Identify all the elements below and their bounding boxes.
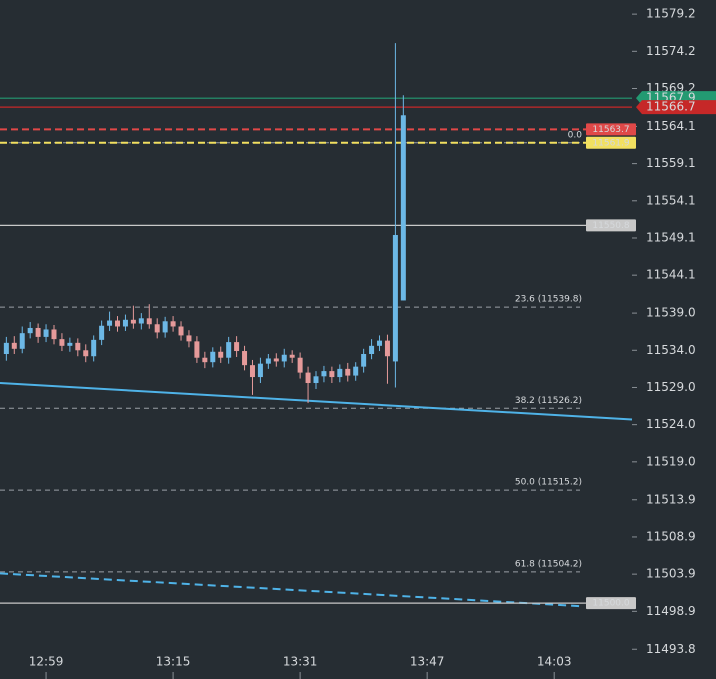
- candle-body: [400, 115, 406, 301]
- y-tick-label: 11564.1: [646, 119, 696, 133]
- y-tick-label: 11498.9: [646, 604, 696, 618]
- candle-body: [115, 320, 121, 327]
- y-tick-label: 11539.0: [646, 306, 696, 320]
- candle-body: [170, 321, 176, 327]
- candle-body: [43, 329, 49, 337]
- candle-body: [83, 350, 89, 357]
- candle-body: [226, 342, 232, 358]
- candle-body: [122, 319, 128, 327]
- x-tick-label: 12:59: [29, 655, 64, 669]
- candle-body: [130, 319, 136, 324]
- price-tag: [586, 597, 636, 610]
- price-tag-label: 11563.7: [592, 125, 629, 135]
- candle-body: [257, 363, 263, 378]
- y-tick-label: 11549.1: [646, 230, 696, 244]
- price-tag-label: 11566.7: [646, 100, 696, 114]
- candle-body: [392, 235, 398, 362]
- candle-body: [329, 371, 335, 378]
- candle-body: [67, 342, 73, 346]
- candle-body: [186, 335, 192, 342]
- y-tick-label: 11508.9: [646, 529, 696, 543]
- y-tick-label: 11513.9: [646, 492, 696, 506]
- trend-line: [0, 382, 633, 421]
- candle-body: [297, 357, 303, 373]
- candle-body: [361, 354, 367, 367]
- fib-label: 23.6 (11539.8): [515, 295, 582, 305]
- y-tick-label: 11519.0: [646, 454, 696, 468]
- y-tick-label: 11493.8: [646, 642, 696, 656]
- candle-body: [194, 341, 200, 358]
- candle-body: [202, 357, 208, 363]
- y-tick-label: 11559.1: [646, 156, 696, 170]
- candle-body: [337, 368, 343, 378]
- candle-body: [234, 342, 240, 352]
- price-tag-label: 11561.9: [592, 138, 629, 148]
- candle-body: [11, 342, 17, 349]
- candle-body: [107, 320, 113, 326]
- candle-body: [345, 368, 351, 376]
- candle-body: [369, 345, 375, 355]
- candle-body: [51, 329, 57, 340]
- x-tick-label: 13:15: [156, 655, 191, 669]
- candle-body: [313, 376, 319, 384]
- candle-body: [19, 333, 25, 349]
- candle-body: [265, 358, 271, 364]
- candle-body: [154, 324, 160, 333]
- fib-label: 0.0: [568, 130, 583, 140]
- candle-body: [35, 327, 41, 337]
- candle-body: [59, 339, 65, 346]
- y-tick-label: 11574.2: [646, 44, 696, 58]
- price-tag-label: 11500.0: [592, 599, 629, 609]
- candle-body: [75, 342, 81, 351]
- fib-label: 61.8 (11504.2): [515, 559, 582, 569]
- candle-body: [353, 366, 359, 376]
- y-tick-label: 11579.2: [646, 7, 696, 21]
- x-tick-label: 13:47: [410, 655, 445, 669]
- price-tag: [636, 100, 716, 115]
- candle-body: [242, 351, 248, 366]
- candle-body: [321, 371, 327, 377]
- x-tick-label: 13:31: [283, 655, 318, 669]
- candle-body: [99, 325, 105, 340]
- candle-body: [91, 339, 97, 357]
- candle-body: [384, 340, 390, 357]
- candle-body: [273, 358, 279, 362]
- y-tick-label: 11529.0: [646, 380, 696, 394]
- price-tag: [586, 219, 636, 232]
- candle-body: [162, 321, 168, 333]
- candle-body: [3, 342, 9, 355]
- candle-body: [146, 318, 152, 325]
- fib-label: 38.2 (11526.2): [515, 396, 582, 406]
- fib-label: 50.0 (11515.2): [515, 478, 582, 488]
- price-tag-label: 11550.8: [592, 221, 629, 231]
- candle-body: [218, 351, 224, 358]
- x-tick-label: 14:03: [537, 655, 572, 669]
- candle-body: [178, 326, 184, 336]
- y-tick-label: 11554.1: [646, 193, 696, 207]
- y-tick-label: 11544.1: [646, 268, 696, 282]
- candle-body: [305, 372, 311, 384]
- price-tag: [586, 123, 636, 136]
- candle-body: [289, 354, 295, 358]
- trend-line: [0, 572, 580, 608]
- y-tick-label: 11503.9: [646, 567, 696, 581]
- y-tick-label: 11534.0: [646, 343, 696, 357]
- price-tag: [586, 136, 636, 149]
- candle-body: [249, 365, 255, 378]
- y-tick-label: 11524.0: [646, 417, 696, 431]
- candle-body: [281, 354, 287, 362]
- candle-body: [138, 318, 144, 324]
- candle-body: [210, 351, 216, 363]
- candle-body: [27, 327, 33, 334]
- candle-body: [377, 340, 383, 346]
